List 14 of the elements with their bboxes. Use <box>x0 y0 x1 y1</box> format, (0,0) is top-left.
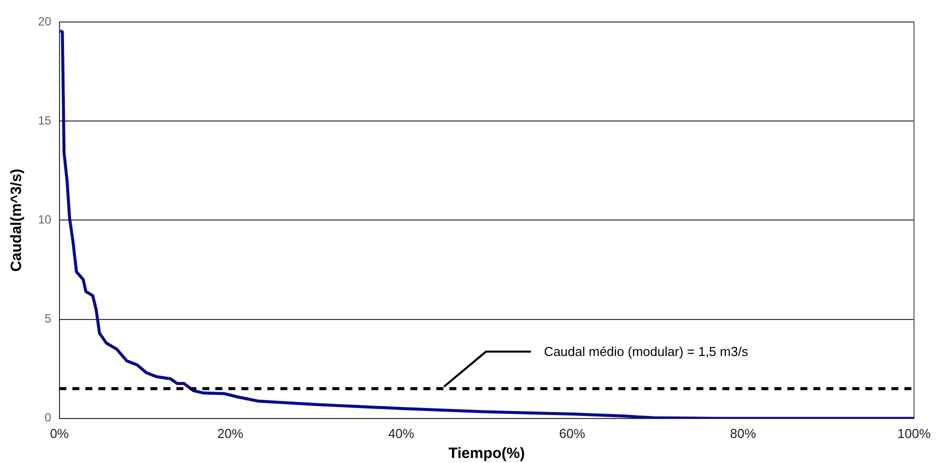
annotation: Caudal médio (modular) = 1,5 m3/s <box>544 344 749 360</box>
x-tick-label: 60% <box>559 426 586 441</box>
y-tick-label: 10 <box>38 212 52 227</box>
x-tick-label: 100% <box>897 426 932 441</box>
y-axis-title: Caudal(m^3/s) <box>8 168 26 272</box>
y-tick-label: 15 <box>38 113 52 128</box>
y-tick-label: 20 <box>38 14 52 28</box>
x-axis-title: Tiempo(%) <box>448 445 525 462</box>
x-tick-label: 0% <box>50 426 70 441</box>
x-tick-label: 40% <box>388 426 415 441</box>
y-tick-label: 0 <box>44 410 52 425</box>
x-tick-label: 80% <box>730 426 757 441</box>
y-tick-label: 5 <box>44 312 52 326</box>
x-tick-label: 20% <box>217 426 244 441</box>
